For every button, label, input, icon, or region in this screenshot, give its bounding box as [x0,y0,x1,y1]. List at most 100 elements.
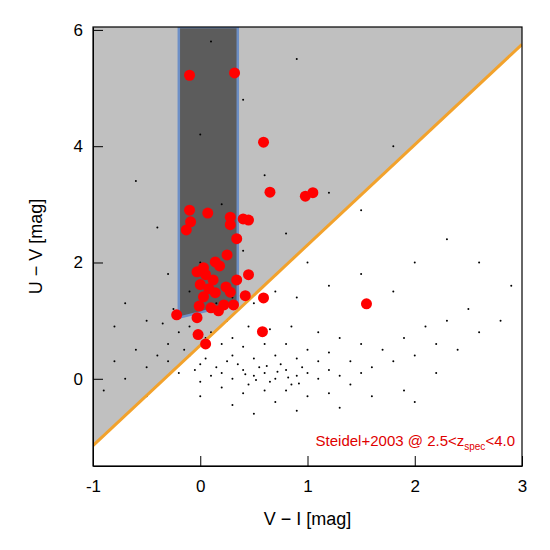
marker [222,249,233,260]
point [264,389,266,391]
point [478,331,480,333]
point [199,381,201,383]
point [457,349,459,351]
point [231,355,233,357]
point [194,369,196,371]
marker [258,137,269,148]
y-tick-label: 2 [74,253,83,272]
point [435,372,437,374]
y-tick-mark [93,146,103,147]
point [285,343,287,345]
point [215,302,217,304]
point [296,296,298,298]
y-axis-title: U − V [mag] [26,199,46,295]
marker [210,287,221,298]
x-tick-label: 2 [411,477,420,496]
point [414,401,416,403]
point [167,343,169,345]
point [124,302,126,304]
marker [192,312,203,323]
y-tick-mark [93,379,103,380]
point [231,337,233,339]
marker [257,326,268,337]
marker [228,299,239,310]
point [242,250,244,252]
point [285,232,287,234]
x-axis-line [94,466,523,467]
point [301,366,303,368]
point [296,410,298,412]
plot-area [93,27,522,446]
point [328,392,330,394]
y-tick: 2 [74,253,103,272]
x-tick: 0 [196,456,205,496]
point [307,349,309,351]
point [189,325,191,327]
point [349,384,351,386]
point [189,291,191,293]
marker [231,233,242,244]
point [210,41,212,43]
point [183,349,185,351]
point [264,372,266,374]
point [156,227,158,229]
x-tick-label: 1 [303,477,312,496]
point [274,378,276,380]
point [269,328,271,330]
point [205,357,207,359]
point [167,273,169,275]
point [317,331,319,333]
point [328,285,330,287]
x-axis-title: V − I [mag] [264,509,352,529]
point [285,389,287,391]
point [266,365,268,367]
series [103,41,513,415]
plot-frame [93,27,522,466]
point [298,382,300,384]
marker [200,338,211,349]
marker [202,208,213,219]
x-tick: 3 [518,456,527,496]
annotation: Steidel+2003 @ 2.5<zspec<4.0 [316,432,515,452]
point [274,291,276,293]
marker [231,274,242,285]
point [296,357,298,359]
marker [225,287,236,298]
point [258,366,260,368]
marker [181,224,192,235]
x-tick: 2 [411,456,420,496]
point [307,395,309,397]
point [135,180,137,182]
marker [361,298,372,309]
marker [213,305,224,316]
y-tick-mark [93,262,103,263]
point [446,238,448,240]
point [172,308,174,310]
point [317,360,319,362]
point [296,375,298,377]
point [424,325,426,327]
x-tick-label: 0 [196,477,205,496]
x-tick-label: 3 [518,477,527,496]
point [360,273,362,275]
marker [243,215,254,226]
point [296,58,298,60]
point [253,375,255,377]
annotation-subscript: spec [464,441,485,452]
y-tick: 0 [74,370,103,389]
point [467,308,469,310]
chart: -101230246V − I [mag]U − V [mag]Steidel+… [0,0,550,550]
point [446,320,448,322]
marker [240,290,251,301]
marker [214,260,225,271]
y-tick-label: 6 [74,21,83,40]
marker [300,191,311,202]
point [328,192,330,194]
x-tick-mark [308,456,309,466]
point [146,320,148,322]
point [231,404,233,406]
annotation-text: Steidel+2003 @ 2.5<z [316,432,465,449]
marker [171,309,182,320]
x-tick-label: -1 [86,477,101,496]
point [146,366,148,368]
